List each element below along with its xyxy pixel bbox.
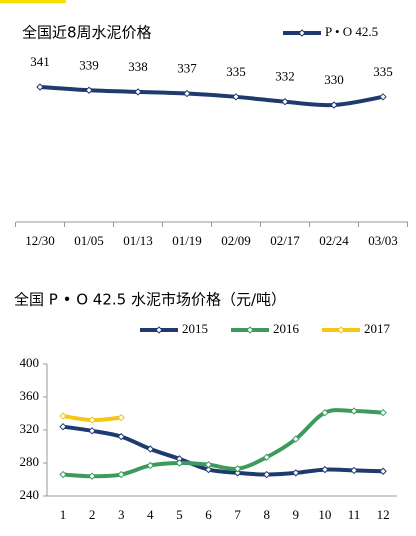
y-tick-label: 320 bbox=[20, 421, 40, 436]
legend-label: 2015 bbox=[182, 321, 208, 336]
x-tick-label: 02/24 bbox=[319, 233, 349, 248]
marker bbox=[117, 413, 125, 422]
x-tick-label: 3 bbox=[118, 507, 125, 522]
data-label: 335 bbox=[373, 64, 393, 79]
data-label: 341 bbox=[30, 54, 50, 69]
line bbox=[39, 85, 384, 108]
x-tick-label: 01/19 bbox=[172, 233, 202, 248]
marker bbox=[262, 470, 271, 479]
legend-marker bbox=[298, 29, 306, 37]
marker bbox=[85, 86, 93, 94]
x-tick-label: 6 bbox=[205, 507, 212, 522]
marker bbox=[183, 89, 191, 98]
x-tick-label: 2 bbox=[89, 507, 96, 522]
data-label: 337 bbox=[177, 61, 197, 76]
x-tick-label: 02/17 bbox=[270, 233, 300, 248]
marker bbox=[204, 460, 213, 469]
y-tick-label: 280 bbox=[20, 454, 40, 469]
marker bbox=[281, 98, 289, 106]
marker bbox=[330, 101, 338, 109]
x-tick-label: 01/05 bbox=[74, 233, 104, 248]
marker bbox=[117, 432, 125, 441]
data-label: 339 bbox=[79, 57, 99, 72]
x-tick-label: 7 bbox=[234, 507, 241, 522]
chart-title: 全国 P • O 42.5 水泥市场价格（元/吨） bbox=[14, 291, 286, 309]
legend-marker bbox=[155, 326, 163, 334]
marker bbox=[262, 453, 271, 461]
marker bbox=[233, 469, 242, 477]
marker bbox=[175, 459, 184, 467]
x-tick-label: 4 bbox=[147, 507, 154, 522]
highlight bbox=[0, 0, 66, 3]
data-label: 335 bbox=[226, 64, 246, 79]
marker bbox=[88, 472, 96, 480]
marker bbox=[379, 93, 387, 101]
marker bbox=[88, 427, 96, 435]
x-tick-label: 12/30 bbox=[25, 233, 55, 248]
marker bbox=[292, 469, 300, 477]
data-label: 332 bbox=[275, 69, 295, 84]
legend-marker bbox=[246, 326, 254, 334]
chart-title: 全国近8周水泥价格 bbox=[22, 24, 152, 42]
marker bbox=[146, 445, 155, 453]
marker bbox=[59, 470, 67, 479]
marker bbox=[134, 88, 142, 96]
marker bbox=[232, 93, 240, 101]
x-tick-label: 12 bbox=[377, 507, 390, 522]
x-tick-label: 02/09 bbox=[221, 233, 251, 248]
marker bbox=[88, 416, 96, 424]
marker bbox=[59, 412, 67, 420]
marker bbox=[59, 422, 67, 431]
marker bbox=[350, 466, 358, 475]
marker bbox=[321, 465, 329, 474]
marker bbox=[117, 470, 125, 479]
marker bbox=[379, 467, 387, 475]
marker bbox=[204, 465, 213, 474]
x-tick-label: 9 bbox=[293, 507, 300, 522]
data-label: 338 bbox=[128, 59, 148, 74]
data-label: 330 bbox=[324, 72, 344, 87]
x-tick-label: 8 bbox=[263, 507, 270, 522]
x-tick-label: 10 bbox=[318, 507, 331, 522]
marker bbox=[146, 461, 155, 470]
y-tick-label: 240 bbox=[20, 487, 40, 502]
x-tick-label: 1 bbox=[60, 507, 67, 522]
x-tick-label: 11 bbox=[348, 507, 361, 522]
marker bbox=[233, 465, 242, 473]
marker bbox=[321, 408, 329, 417]
x-tick-label: 01/13 bbox=[123, 233, 153, 248]
x-tick-label: 5 bbox=[176, 507, 183, 522]
marker bbox=[36, 83, 44, 91]
legend-label: 2016 bbox=[273, 321, 300, 336]
marker bbox=[350, 407, 358, 415]
y-tick-label: 360 bbox=[20, 388, 40, 403]
legend-label: P • O 42.5 bbox=[325, 24, 378, 39]
legend-label: 2017 bbox=[364, 321, 391, 336]
marker bbox=[379, 408, 387, 417]
marker bbox=[292, 435, 300, 443]
legend-marker bbox=[337, 326, 345, 334]
y-tick-label: 400 bbox=[20, 355, 40, 370]
x-tick-label: 03/03 bbox=[368, 233, 398, 248]
